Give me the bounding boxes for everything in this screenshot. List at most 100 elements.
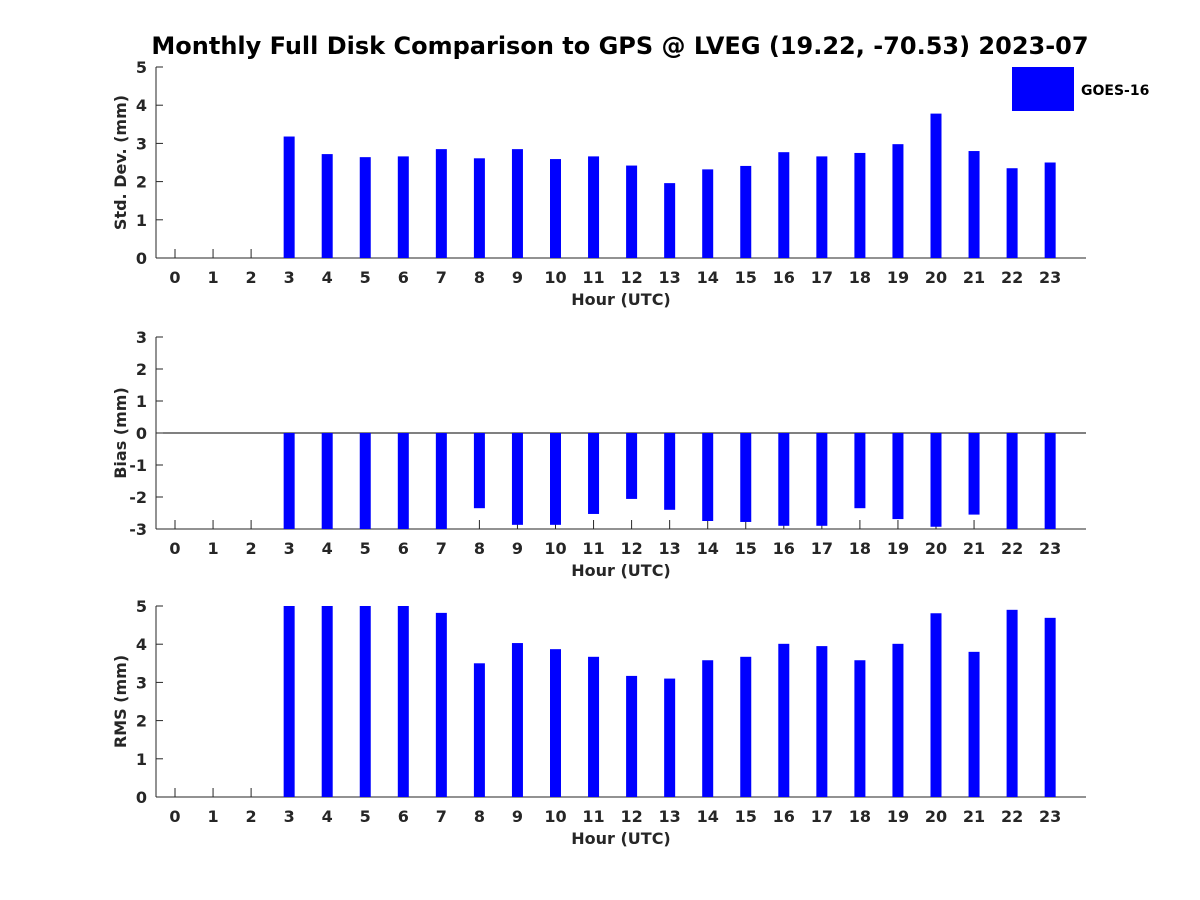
- x-tick-label: 2: [246, 539, 257, 558]
- x-tick-label: 6: [398, 807, 409, 826]
- bar: [550, 649, 561, 797]
- x-tick-label: 17: [811, 539, 833, 558]
- x-tick-label: 17: [811, 268, 833, 287]
- x-tick-label: 2: [246, 807, 257, 826]
- x-axis-label: Hour (UTC): [571, 561, 671, 580]
- bar: [854, 660, 866, 797]
- bar: [930, 113, 942, 258]
- legend: GOES-16: [1012, 67, 1149, 111]
- x-tick-label: 15: [735, 807, 757, 826]
- y-tick-label: 3: [136, 328, 147, 347]
- x-tick-label: 10: [544, 807, 566, 826]
- bar: [550, 433, 561, 525]
- y-tick-label: 2: [136, 360, 147, 379]
- y-tick-label: -1: [129, 456, 147, 475]
- bar: [397, 156, 409, 258]
- x-tick-label: 19: [887, 807, 909, 826]
- x-tick-label: 4: [322, 539, 333, 558]
- bar: [473, 663, 485, 797]
- bar: [778, 643, 790, 797]
- bar: [511, 643, 523, 797]
- y-tick-label: 0: [136, 249, 147, 268]
- y-tick-label: 1: [136, 750, 147, 769]
- bar: [740, 433, 752, 522]
- bar: [283, 606, 295, 797]
- x-tick-label: 16: [773, 268, 795, 287]
- bar: [511, 433, 523, 525]
- bar: [854, 152, 866, 258]
- x-tick-label: 20: [925, 807, 947, 826]
- bar: [968, 433, 980, 515]
- y-tick-label: 2: [136, 712, 147, 731]
- bar: [588, 656, 600, 797]
- y-tick-label: 4: [136, 96, 147, 115]
- x-tick-label: 1: [207, 539, 218, 558]
- y-tick-label: 5: [136, 597, 147, 616]
- x-axis-label: Hour (UTC): [571, 829, 671, 848]
- bar: [435, 433, 447, 529]
- bar: [930, 433, 942, 527]
- y-tick-label: 2: [136, 173, 147, 192]
- x-tick-label: 22: [1001, 268, 1023, 287]
- x-tick-label: 13: [659, 268, 681, 287]
- x-tick-label: 11: [582, 268, 604, 287]
- x-tick-label: 5: [360, 268, 371, 287]
- bar: [892, 144, 904, 258]
- x-tick-label: 21: [963, 268, 985, 287]
- x-tick-label: 20: [925, 268, 947, 287]
- x-tick-label: 11: [582, 807, 604, 826]
- bar: [664, 183, 676, 258]
- bar: [702, 660, 714, 797]
- bar: [778, 152, 790, 258]
- x-tick-label: 8: [474, 807, 485, 826]
- y-tick-label: -3: [129, 520, 147, 539]
- bar: [892, 433, 904, 520]
- x-tick-label: 1: [207, 268, 218, 287]
- x-tick-label: 17: [811, 807, 833, 826]
- x-tick-label: 15: [735, 268, 757, 287]
- bar: [1044, 617, 1056, 797]
- x-tick-label: 4: [322, 807, 333, 826]
- x-tick-label: 21: [963, 807, 985, 826]
- y-axis-label: Bias (mm): [111, 387, 130, 479]
- x-tick-label: 16: [773, 539, 795, 558]
- x-tick-label: 6: [398, 539, 409, 558]
- bar: [892, 643, 904, 797]
- bar: [588, 156, 600, 258]
- x-tick-label: 5: [360, 539, 371, 558]
- x-tick-label: 2: [246, 268, 257, 287]
- x-tick-label: 18: [849, 268, 871, 287]
- bar: [1006, 168, 1018, 258]
- bar: [816, 433, 828, 526]
- bar: [321, 606, 333, 797]
- y-tick-label: 5: [136, 58, 147, 77]
- x-tick-label: 23: [1039, 268, 1061, 287]
- y-tick-label: 4: [136, 635, 147, 654]
- x-tick-label: 8: [474, 268, 485, 287]
- x-tick-label: 9: [512, 539, 523, 558]
- x-tick-label: 10: [544, 268, 566, 287]
- bar: [359, 157, 371, 258]
- y-axis-label: RMS (mm): [111, 655, 130, 748]
- bar: [283, 136, 295, 258]
- x-tick-label: 0: [169, 807, 180, 826]
- bar: [740, 165, 752, 258]
- x-tick-label: 14: [697, 807, 719, 826]
- bar: [1006, 433, 1018, 529]
- x-tick-label: 12: [620, 807, 642, 826]
- bar: [435, 149, 447, 258]
- x-tick-label: 16: [773, 807, 795, 826]
- legend-label: GOES-16: [1081, 83, 1149, 99]
- x-tick-label: 9: [512, 807, 523, 826]
- bar: [1044, 162, 1056, 258]
- bar: [283, 433, 295, 529]
- bar: [397, 433, 409, 529]
- x-tick-label: 8: [474, 539, 485, 558]
- x-tick-label: 0: [169, 539, 180, 558]
- bar: [359, 606, 371, 797]
- bar: [359, 433, 371, 529]
